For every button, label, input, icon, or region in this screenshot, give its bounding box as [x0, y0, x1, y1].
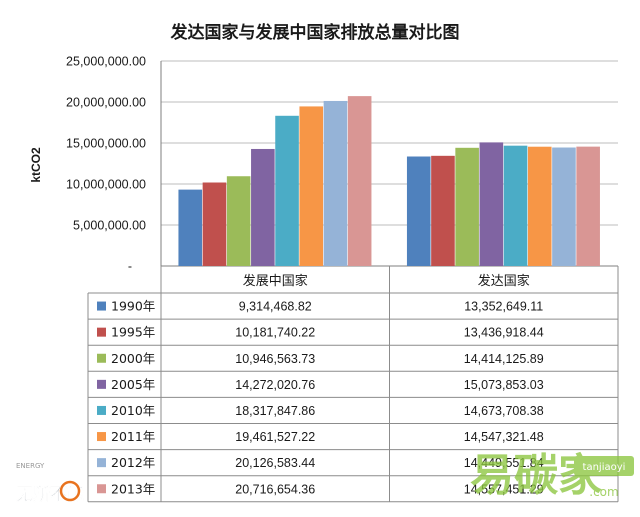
data-label: 14,272,020.76 — [235, 378, 315, 392]
data-label: 10,946,563.73 — [235, 352, 315, 366]
bar — [347, 96, 372, 267]
data-label: 19,461,527.22 — [235, 430, 315, 444]
y-axis-ticks: - 5,000,000.00 10,000,000.00 15,000,000.00 2… — [66, 55, 146, 274]
brand-logo-left-text: 无所不能 — [15, 484, 84, 505]
data-label: 9,314,468.82 — [239, 300, 312, 314]
data-label: 14,449,551.84 — [464, 456, 544, 470]
legend-swatch — [97, 405, 106, 415]
bar — [527, 146, 552, 266]
data-label: 14,414,125.89 — [464, 352, 544, 366]
data-label: 14,547,321.48 — [464, 430, 544, 444]
bar — [226, 176, 251, 266]
data-label: 20,716,654.36 — [235, 482, 315, 496]
legend-label: 2000年 — [111, 351, 155, 366]
legend-swatch — [97, 458, 106, 468]
y-tick-label: 20,000,000.00 — [66, 96, 146, 110]
bar — [323, 100, 348, 267]
brand-logo-right-domain: .com — [589, 485, 618, 499]
bar — [178, 189, 203, 266]
bar — [431, 155, 455, 266]
bar — [299, 106, 324, 266]
legend-label: 1990年 — [111, 299, 155, 314]
legend-label: 2013年 — [111, 481, 155, 496]
brand-logo-left-small-text: ENERGY — [16, 462, 45, 470]
bar — [576, 146, 600, 266]
legend-label: 2012年 — [111, 455, 155, 470]
legend-swatch — [97, 301, 106, 311]
legend-swatch — [97, 432, 106, 442]
y-axis-label: ktCO2 — [29, 147, 43, 183]
data-label: 10,181,740.22 — [235, 326, 315, 340]
category-label: 发展中国家 — [243, 273, 308, 289]
y-tick-label: - — [128, 260, 132, 274]
y-tick-label: 25,000,000.00 — [66, 55, 146, 69]
bar — [275, 115, 299, 266]
legend-label: 2005年 — [111, 377, 155, 392]
legend-label: 2011年 — [111, 429, 155, 444]
data-label: 20,126,583.44 — [235, 456, 315, 470]
chart-title: 发达国家与发展中国家排放总量对比图 — [170, 22, 460, 43]
brand-logo-right-url: tanjiaoyi — [583, 462, 626, 473]
bar — [406, 156, 431, 266]
data-label: 13,436,918.44 — [464, 326, 544, 340]
data-label: 15,073,853.03 — [464, 378, 544, 392]
bar — [251, 148, 275, 266]
y-tick-label: 5,000,000.00 — [73, 219, 146, 233]
data-label: 14,557,451.29 — [464, 482, 544, 496]
legend-swatch — [97, 379, 106, 389]
y-tick-label: 10,000,000.00 — [66, 178, 146, 192]
category-label: 发达国家 — [478, 273, 530, 289]
data-label: 18,317,847.86 — [235, 404, 315, 418]
bar — [455, 147, 479, 266]
legend-label: 2010年 — [111, 403, 155, 418]
bar — [202, 182, 227, 266]
brand-logo-right: 易碳家 tanjiaoyi .com — [470, 450, 634, 501]
bar — [552, 147, 576, 266]
legend-swatch — [97, 484, 106, 494]
data-label: 14,673,708.38 — [464, 404, 544, 418]
bar — [479, 142, 504, 266]
data-table: 发展中国家 发达国家 1990年 9,314,468.82 13,352,649.11 1… — [87, 266, 619, 503]
legend-swatch — [97, 327, 106, 337]
bars — [178, 96, 600, 267]
data-label: 13,352,649.11 — [464, 300, 543, 314]
brand-logo-left-ring-icon — [59, 480, 81, 502]
legend-label: 1995年 — [111, 325, 155, 340]
legend-swatch — [97, 353, 106, 363]
y-tick-label: 15,000,000.00 — [66, 137, 146, 151]
bar — [503, 145, 528, 266]
brand-logo-left: ENERGY 无所不能 — [15, 462, 85, 505]
brand-logo-right-badge — [574, 456, 634, 476]
